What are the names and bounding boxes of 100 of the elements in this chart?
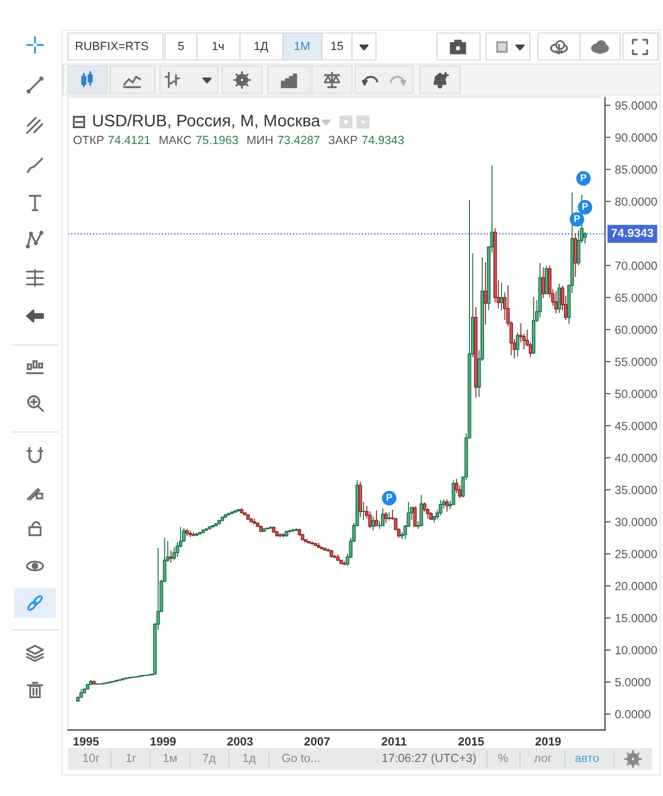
candlestick [558,282,562,314]
candlestick [92,680,96,685]
text: RUBFIX=RTS [76,42,148,50]
candlestick [268,526,272,530]
candlestick [387,512,391,521]
y-tick-label: 25.0000 [615,550,657,558]
candlestick [358,482,362,518]
candlestick [230,511,234,515]
candlestick [220,516,224,522]
candlestick [381,508,385,527]
text: 17:06:27 (UTC+3) [382,753,476,764]
candlestick [194,532,198,536]
y-tick-label: 40.0000 [614,454,657,462]
candlestick [210,524,214,528]
candlestick [445,498,449,512]
candlestick [201,528,205,534]
y-tick-label: 85.0000 [615,165,657,174]
y-tick-label: 30.0000 [615,518,657,526]
y-tick-label: 65.0000 [615,294,657,302]
text: 10г [83,754,100,762]
y-tick-label: 5.0000 [615,678,650,686]
candlestick [330,549,334,558]
candlestick [262,528,266,533]
candlestick [474,306,478,398]
x-tick-label: 1995 [74,737,99,746]
candlestick [284,530,288,536]
y-tick-label: 20.0000 [615,582,657,590]
candlestick [538,262,542,318]
x-tick-label: 1999 [150,737,176,746]
text: 15 [331,42,344,50]
candlestick [214,522,218,527]
candlestick [438,500,442,516]
candlestick [420,494,424,527]
x-tick-label: 2007 [304,737,330,746]
candlestick [236,508,240,512]
y-tick-label: 35.0000 [615,486,657,494]
candlestick [288,528,292,534]
text: USD/RUB, Россия, М, Москва [93,114,320,128]
candlestick [272,526,276,534]
y-tick-label: 55.0000 [615,358,657,366]
candlestick [532,296,536,354]
y-tick-label: 0.0000 [615,710,650,718]
candlestick [208,526,212,530]
candlestick [374,510,378,526]
text: 1М [294,42,310,50]
annotation: P [386,494,392,501]
candlestick [233,510,237,514]
candlestick [554,290,558,314]
annotation: ОТКР 74.4121 МАКС 75.1963 МИН 73.4287 ЗАКР 74.9343 [74,136,404,144]
y-tick-label: 15.0000 [616,614,657,622]
annotation: P [574,215,580,222]
candlestick [172,546,176,561]
y-tick-label: 45.0000 [614,422,657,430]
candlestick [316,542,320,549]
ref-line-label: 74.9343 [612,228,654,238]
y-tick-label: 60.0000 [615,326,657,334]
y-tick-label: 50.0000 [615,390,657,398]
candlestick [291,528,295,533]
x-tick-label: 2011 [382,737,407,746]
candlestick [500,282,504,311]
x-tick-label: 2019 [535,737,561,746]
text: 5 [178,42,184,50]
y-tick-label: 10.0000 [616,646,657,654]
x-tick-label: 2003 [227,737,253,746]
text: 1Д [254,42,268,52]
candlestick [574,232,578,278]
candlestick [310,541,314,546]
candlestick [188,530,192,538]
text: % [498,754,508,762]
text: 1г [126,754,136,762]
candlestick [362,501,366,520]
candlestick [226,512,231,516]
candlestick [192,532,196,537]
candlestick [314,542,318,547]
candlestick [169,550,173,564]
candlestick [541,266,546,299]
candlestick [371,516,375,531]
candlestick [275,530,279,537]
candlestick [282,532,286,538]
candlestick [413,506,417,528]
candlestick [298,528,302,536]
candlestick [484,262,488,325]
candlestick [185,528,189,536]
candlestick [278,532,282,538]
text: 7д [202,754,216,764]
annotation: P [582,203,588,210]
y-tick-label: 70.0000 [615,262,657,270]
candlestick [217,519,221,525]
candlestick [252,518,256,525]
candlestick [336,554,340,562]
candlestick [384,512,388,524]
y-tick-label: 80.0000 [615,197,657,206]
candlestick [246,514,250,520]
text: лог [534,756,552,762]
text: 1м [164,754,177,762]
x-tick-label: 2015 [458,737,484,746]
candlestick [259,525,263,533]
candlestick [429,512,433,520]
candlestick [544,266,548,295]
candlestick [266,527,270,530]
